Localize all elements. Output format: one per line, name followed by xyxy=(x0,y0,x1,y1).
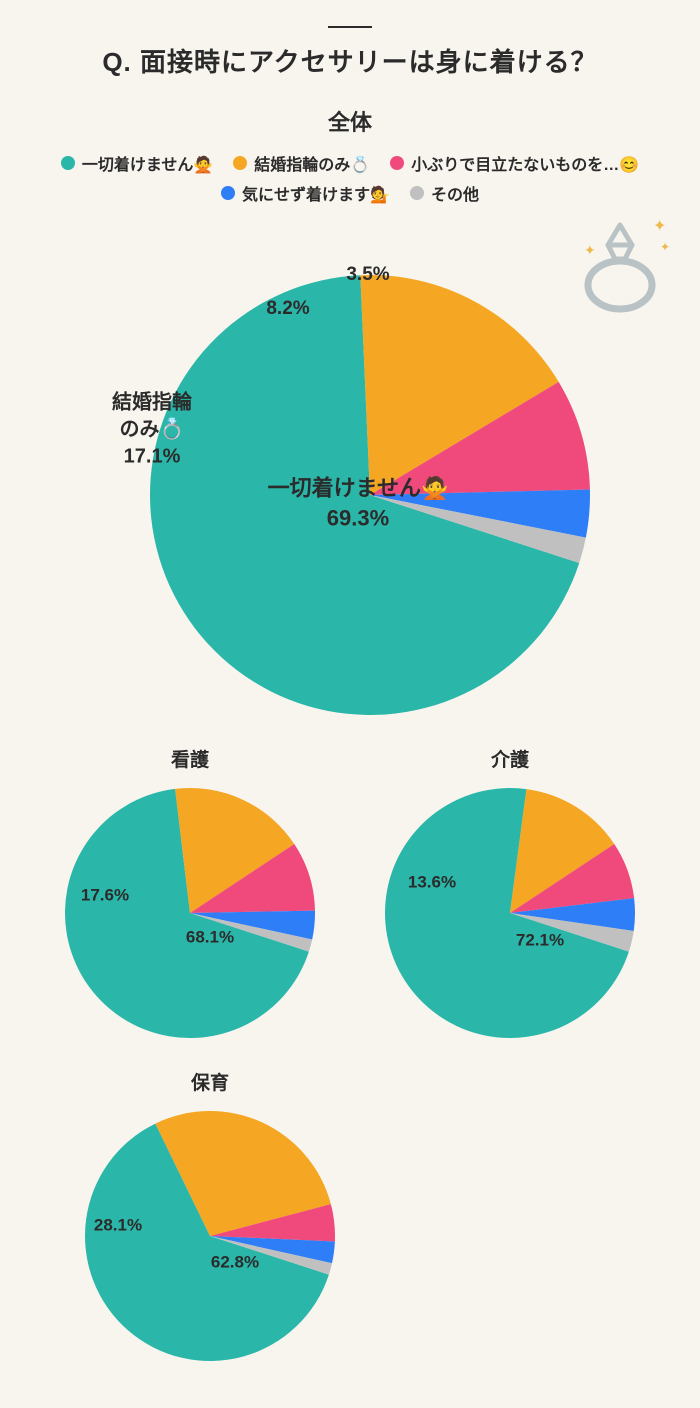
pie-label: 13.6% xyxy=(408,872,456,895)
sub-pie-看護: 看護 68.1% 17.6% xyxy=(60,745,320,1038)
legend-label: 一切着けません🙅 xyxy=(82,151,213,175)
sub-pie-title: 保育 xyxy=(191,1068,229,1095)
legend-label: 小ぶりで目立たないものを…😊 xyxy=(411,151,639,175)
legend-item: 一切着けません🙅 xyxy=(61,151,213,175)
pie-label: 17.6% xyxy=(81,885,129,908)
main-pie-area: ✦ ✦ ✦ 一切着けません🙅 69.3%結婚指輪 のみ💍 17.1%8.2%3.… xyxy=(0,205,700,735)
legend: 一切着けません🙅 結婚指輪のみ💍 小ぶりで目立たないものを…😊 気にせず着けます💁 その… xyxy=(0,151,700,205)
legend-swatch xyxy=(61,156,75,170)
legend-swatch xyxy=(233,156,247,170)
legend-item: 結婚指輪のみ💍 xyxy=(233,151,370,175)
legend-item: 小ぶりで目立たないものを…😊 xyxy=(390,151,639,175)
legend-label: 気にせず着けます💁 xyxy=(242,181,390,205)
sub-pie-介護: 介護 72.1% 13.6% xyxy=(380,745,640,1038)
subtitle-overall: 全体 xyxy=(0,105,700,137)
pie-chart xyxy=(380,778,640,1038)
pie-label: 28.1% xyxy=(94,1215,142,1238)
sub-pie-wrap: 72.1% 13.6% xyxy=(380,778,640,1038)
legend-swatch xyxy=(221,186,235,200)
legend-label: 結婚指輪のみ💍 xyxy=(254,151,370,175)
sub-pie-title: 介護 xyxy=(491,745,529,772)
legend-label: その他 xyxy=(431,181,479,205)
pie-label: 結婚指輪 のみ💍 17.1% xyxy=(112,390,192,471)
sub-pie-wrap: 62.8% 28.1% xyxy=(80,1101,340,1361)
pie-chart xyxy=(60,778,320,1038)
pie-label: 3.5% xyxy=(346,262,389,288)
pie-label: 8.2% xyxy=(266,296,309,322)
pie-label: 62.8% xyxy=(211,1252,259,1275)
sub-pie-title: 看護 xyxy=(171,745,209,772)
legend-item: その他 xyxy=(410,181,479,205)
sub-pie-wrap: 68.1% 17.6% xyxy=(60,778,320,1038)
title-rule xyxy=(328,26,372,28)
legend-item: 気にせず着けます💁 xyxy=(221,181,390,205)
pie-label: 一切着けません🙅 69.3% xyxy=(268,473,449,532)
pie-label: 72.1% xyxy=(516,930,564,953)
pie-label: 68.1% xyxy=(186,927,234,950)
legend-swatch xyxy=(410,186,424,200)
legend-swatch xyxy=(390,156,404,170)
page-title: Q. 面接時にアクセサリーは身に着ける？ xyxy=(0,42,700,79)
main-pie: 一切着けません🙅 69.3% 結婚指輪 のみ💍 17.1% 8.2% 3.5% xyxy=(0,205,700,735)
sub-pie-保育: 保育 62.8% 28.1% xyxy=(80,1068,340,1361)
